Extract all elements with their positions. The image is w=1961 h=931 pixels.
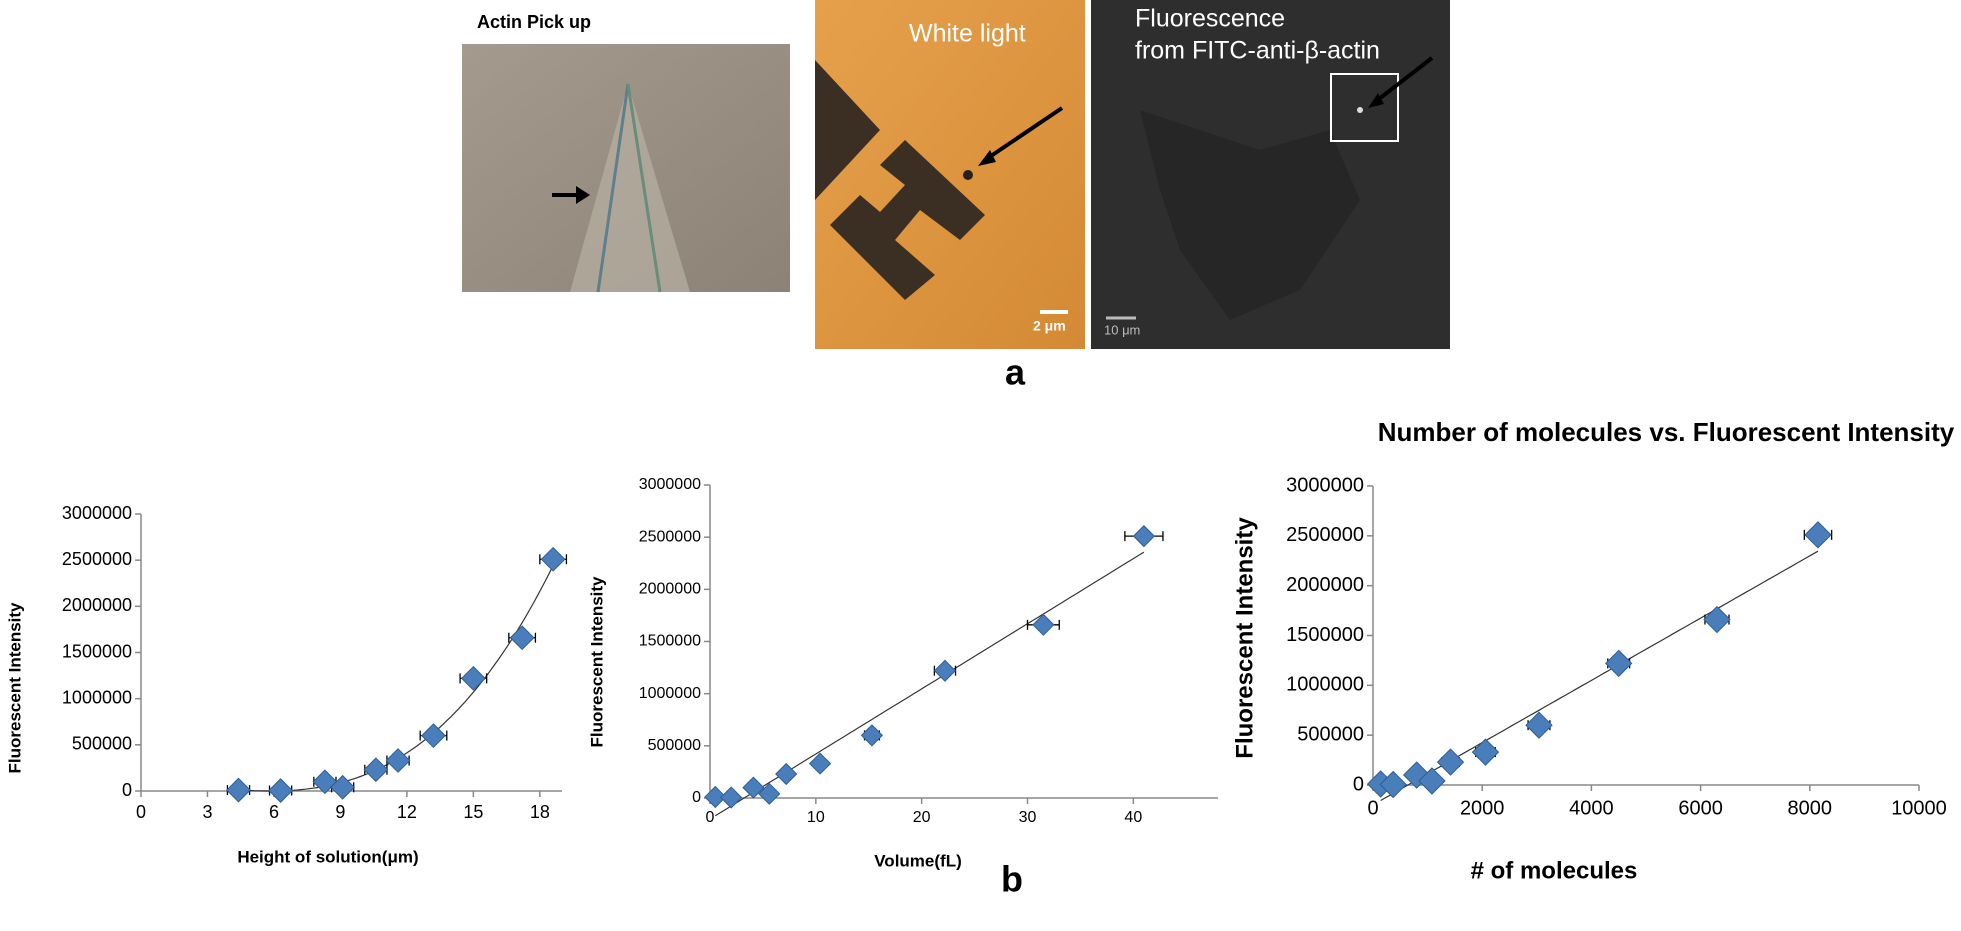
y-axis-title: Fluorescent Intensity (587, 576, 606, 748)
x-tick-label: 10000 (1891, 797, 1947, 819)
panel-label: a (1005, 352, 1026, 393)
point (933, 659, 957, 682)
point (268, 778, 294, 803)
scale-bar-label: 2 μm (1033, 318, 1066, 334)
x-tick-label: 9 (335, 802, 345, 822)
y-tick-label: 1000000 (1286, 674, 1364, 696)
point (1804, 521, 1832, 549)
y-tick-label: 500000 (648, 737, 701, 754)
y-tick-label: 500000 (72, 734, 132, 754)
point (720, 786, 743, 809)
x-tick-label: 3 (202, 802, 212, 822)
x-tick-label: 40 (1124, 809, 1142, 826)
x-tick-label: 8000 (1788, 797, 1833, 819)
image-title: White light (909, 20, 1026, 48)
photo-actin (462, 44, 790, 293)
y-tick-label: 1000000 (62, 687, 132, 707)
point (421, 723, 446, 749)
x-tick-label: 6000 (1678, 797, 1723, 819)
x-tick-label: 12 (397, 802, 417, 822)
image-title: from FITC-anti-β-actin (1135, 37, 1380, 65)
point (1604, 649, 1633, 678)
y-tick-label: 0 (692, 789, 701, 806)
y-tick-label: 2500000 (1286, 524, 1364, 546)
point (1418, 767, 1446, 795)
point (363, 757, 389, 783)
y-tick-label: 2000000 (1286, 574, 1364, 596)
point (860, 724, 884, 747)
x-axis-title: # of molecules (1471, 857, 1638, 884)
y-tick-label: 2000000 (639, 581, 701, 598)
point (330, 774, 356, 800)
photo-white-light (815, 0, 1085, 349)
point (1703, 605, 1731, 634)
x-tick-label: 10 (807, 809, 825, 826)
point (460, 665, 486, 691)
photo-fluorescence (1091, 0, 1450, 349)
y-tick-label: 2000000 (62, 595, 132, 615)
y-tick-label: 1500000 (639, 633, 701, 650)
point (758, 782, 781, 805)
x-tick-label: 0 (1367, 797, 1378, 819)
point (1436, 748, 1465, 776)
x-tick-label: 6 (269, 802, 279, 822)
point (808, 752, 832, 775)
x-tick-label: 20 (913, 809, 931, 826)
point (775, 762, 798, 786)
x-axis-title: Height of solution(μm) (237, 847, 418, 866)
x-tick-label: 30 (1019, 809, 1037, 826)
point (742, 776, 765, 799)
point (509, 625, 535, 651)
x-tick-label: 0 (706, 809, 715, 826)
chart-title: Number of molecules vs. Fluorescent Inte… (1378, 417, 1955, 447)
y-tick-label: 0 (1353, 773, 1364, 795)
y-tick-label: 1500000 (1286, 624, 1364, 646)
point (1525, 711, 1553, 739)
y-tick-label: 500000 (1297, 723, 1364, 745)
y-tick-label: 1500000 (62, 641, 132, 661)
point (1032, 613, 1055, 636)
point (540, 546, 566, 572)
x-tick-label: 4000 (1569, 797, 1614, 819)
x-tick-label: 2000 (1460, 797, 1505, 819)
y-tick-label: 2500000 (62, 549, 132, 569)
y-tick-label: 2500000 (639, 528, 701, 545)
point (312, 769, 338, 795)
image-title: Actin Pick up (477, 12, 591, 32)
panel-label: b (1001, 859, 1023, 900)
y-tick-label: 3000000 (1286, 474, 1364, 496)
y-axis-title: Fluorescent Intensity (1231, 517, 1258, 759)
point (1471, 738, 1500, 766)
image-title: Fluorescence (1135, 5, 1285, 33)
point (1132, 525, 1156, 548)
y-axis-title: Fluorescent Intensity (5, 602, 24, 774)
point (226, 777, 251, 803)
x-tick-label: 18 (530, 802, 550, 822)
point (1379, 770, 1407, 799)
scale-bar-label: 10 μm (1104, 322, 1140, 337)
x-axis-title: Volume(fL) (874, 851, 962, 870)
y-tick-label: 0 (122, 780, 132, 800)
y-tick-label: 3000000 (639, 476, 701, 493)
point (385, 748, 411, 773)
x-tick-label: 15 (463, 802, 483, 822)
point (704, 785, 727, 809)
x-tick-label: 0 (136, 802, 146, 822)
y-tick-label: 3000000 (62, 503, 132, 523)
y-tick-label: 1000000 (639, 685, 701, 702)
